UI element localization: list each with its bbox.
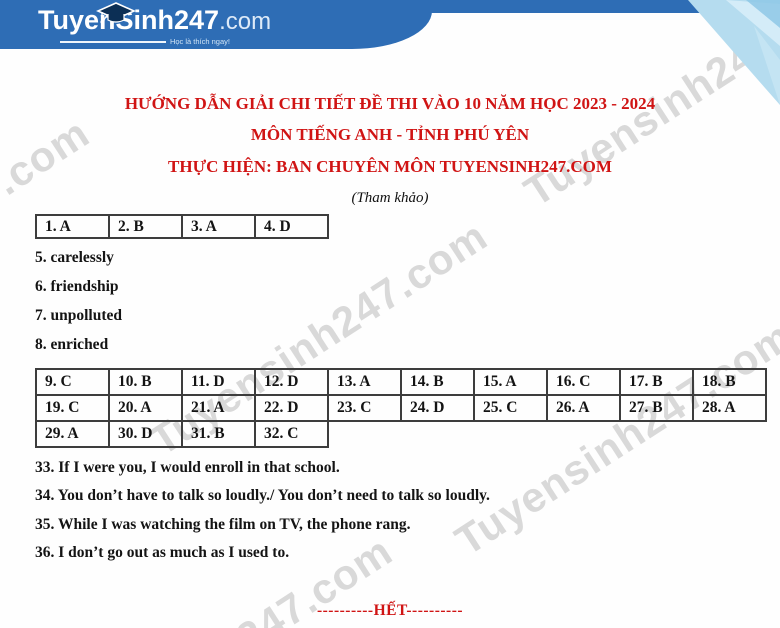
answer-cell: 29. A bbox=[35, 419, 110, 448]
answer-cell: 21. A bbox=[181, 393, 256, 422]
site-banner: TuyenSinh247.com Học là thích ngay! bbox=[0, 0, 780, 105]
end-marker: ----------HẾT---------- bbox=[316, 601, 464, 619]
title-line-3: THỰC HIỆN: BAN CHUYÊN MÔN TUYENSINH247.C… bbox=[168, 157, 612, 176]
answer-table-1-4: 1. A 2. B 3. A 4. D bbox=[35, 214, 329, 239]
answer-item: 6. friendship bbox=[35, 278, 119, 295]
table-row: 29. A 30. D 31. B 32. C bbox=[35, 419, 766, 448]
answer-item: 33. If I were you, I would enroll in tha… bbox=[35, 458, 340, 476]
title-line-1: HƯỚNG DẪN GIẢI CHI TIẾT ĐỀ THI VÀO 10 NĂ… bbox=[124, 94, 656, 113]
answer-cell: 28. A bbox=[692, 393, 767, 422]
answer-cell: 11. D bbox=[181, 367, 256, 396]
table-row: 19. C 20. A 21. A 22. D 23. C 24. D 25. … bbox=[35, 393, 767, 422]
table-row: 1. A 2. B 3. A 4. D bbox=[35, 214, 329, 239]
answer-item: 36. I don’t go out as much as I used to. bbox=[35, 544, 290, 561]
title-line-2: MÔN TIẾNG ANH - TỈNH PHÚ YÊN bbox=[250, 125, 530, 144]
reference-note: (Tham khảo) bbox=[351, 190, 429, 206]
logo-underline bbox=[60, 40, 166, 43]
answer-cell: 17. B bbox=[619, 367, 694, 396]
site-logo: TuyenSinh247.com Học là thích ngay! bbox=[38, 2, 272, 46]
answer-item: 35. While I was watching the film on TV,… bbox=[35, 515, 411, 533]
corner-decoration bbox=[680, 0, 780, 113]
answer-cell: 15. A bbox=[473, 367, 548, 396]
answer-cell: 2. B bbox=[108, 214, 183, 239]
fill-in-answers: 5. carelessly 6. friendship 7. unpollute… bbox=[0, 250, 780, 353]
answer-item: 7. unpolluted bbox=[35, 307, 123, 324]
answer-cell: 26. A bbox=[546, 393, 621, 422]
answer-cell: 18. B bbox=[692, 367, 767, 396]
answer-cell: 1. A bbox=[35, 214, 110, 239]
answer-cell: 20. A bbox=[108, 393, 183, 422]
answer-key-document: HƯỚNG DẪN GIẢI CHI TIẾT ĐỀ THI VÀO 10 NĂ… bbox=[0, 95, 780, 619]
answer-cell: 24. D bbox=[400, 393, 475, 422]
empty-cell bbox=[328, 421, 766, 447]
answer-cell: 16. C bbox=[546, 367, 621, 396]
answer-cell: 31. B bbox=[181, 419, 256, 448]
logo-tagline: Học là thích ngay! bbox=[169, 37, 230, 46]
banner-curve: TuyenSinh247.com Học là thích ngay! bbox=[0, 0, 432, 49]
logo-suffix: .com bbox=[219, 8, 272, 35]
answer-cell: 19. C bbox=[35, 393, 110, 422]
answer-cell: 4. D bbox=[254, 214, 329, 239]
sentence-answers: 33. If I were you, I would enroll in tha… bbox=[0, 458, 780, 561]
answer-cell: 9. C bbox=[35, 367, 110, 396]
table-row: 9. C 10. B 11. D 12. D 13. A 14. B 15. A… bbox=[35, 367, 767, 396]
answer-cell: 10. B bbox=[108, 367, 183, 396]
graduation-cap-icon bbox=[96, 1, 136, 30]
answer-cell: 32. C bbox=[254, 419, 329, 448]
answer-item: 34. You don’t have to talk so loudly./ Y… bbox=[35, 487, 490, 504]
answer-item: 8. enriched bbox=[35, 336, 109, 353]
answer-cell: 27. B bbox=[619, 393, 694, 422]
answer-cell: 12. D bbox=[254, 367, 329, 396]
answer-table-9-32: 9. C 10. B 11. D 12. D 13. A 14. B 15. A… bbox=[35, 367, 767, 448]
answer-cell: 25. C bbox=[473, 393, 548, 422]
answer-cell: 23. C bbox=[327, 393, 402, 422]
answer-cell: 22. D bbox=[254, 393, 329, 422]
answer-item: 5. carelessly bbox=[35, 249, 114, 266]
answer-cell: 3. A bbox=[181, 214, 256, 239]
answer-cell: 14. B bbox=[400, 367, 475, 396]
answer-cell: 30. D bbox=[108, 419, 183, 448]
answer-cell: 13. A bbox=[327, 367, 402, 396]
